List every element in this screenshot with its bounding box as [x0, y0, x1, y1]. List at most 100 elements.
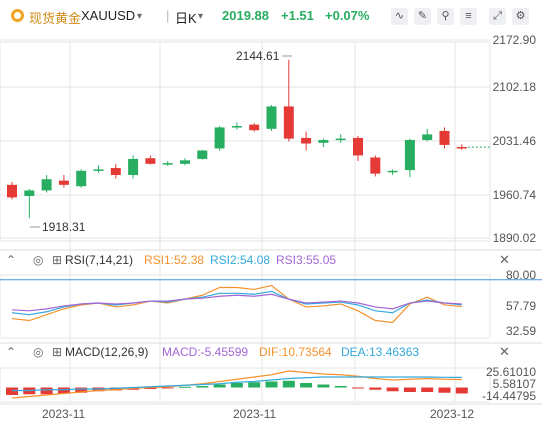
macd-bar — [455, 387, 468, 394]
rsi1-legend: RSI1:52.38 — [144, 253, 204, 267]
price-change: +1.51 — [281, 8, 314, 23]
close-macd-icon[interactable]: ✕ — [499, 344, 510, 359]
candle-body — [266, 106, 277, 129]
candle-body — [301, 137, 312, 144]
eye-icon[interactable]: ◎ — [33, 253, 43, 267]
y-tick: 2172.90 — [493, 33, 537, 47]
eye-icon[interactable]: ◎ — [33, 345, 43, 359]
candle-body — [422, 134, 433, 141]
candle-body — [197, 150, 208, 159]
candle-body — [318, 140, 329, 143]
rsi2-legend: RSI2:54.08 — [210, 253, 270, 267]
macd-bar — [248, 382, 261, 388]
interval-dropdown-icon[interactable]: ▾ — [198, 11, 204, 22]
macd-bar — [421, 387, 434, 392]
draw-icon[interactable]: ✎ — [414, 8, 431, 25]
high-annotation: 2144.61 — [236, 49, 280, 63]
candle-body — [76, 170, 87, 187]
candle-body — [214, 127, 225, 149]
macd-bar — [438, 387, 451, 393]
candle-body — [41, 179, 52, 191]
y-tick: 2102.18 — [493, 80, 537, 94]
instrument-symbol[interactable]: XAUUSD — [81, 8, 136, 23]
macd-y-tick: -14.44795 — [482, 389, 536, 403]
rsi-header: ⌃ ◎ ⊞ RSI(7,14,21) RSI1:52.38 RSI2:54.08… — [6, 252, 510, 267]
macd-bar — [317, 384, 330, 388]
dif-legend: DIF:10.73564 — [259, 345, 332, 359]
macd-bar — [230, 383, 243, 388]
dea-legend: DEA:13.46363 — [341, 345, 419, 359]
macd-bar — [369, 387, 382, 390]
macd-bar — [161, 387, 174, 389]
expand-icon[interactable]: ⤢ — [489, 8, 506, 25]
macd-bar — [213, 384, 226, 388]
macd-title: MACD(12,26,9) — [65, 345, 148, 359]
rsi-series — [0, 279, 542, 324]
rsi-line — [11, 293, 462, 312]
macd-bar — [75, 387, 88, 393]
settings-small-icon[interactable]: ⊞ — [52, 345, 62, 359]
indicator-icon[interactable]: ⚲ — [437, 8, 454, 25]
macd-bar — [196, 386, 209, 388]
toolbar-divider: | — [166, 8, 170, 23]
symbol-dropdown-icon[interactable]: ▾ — [137, 11, 143, 22]
macd-bar — [403, 387, 416, 392]
macd-bar — [300, 383, 313, 388]
chart-toolbar: 现货黄金 XAUUSD ▾ | 日K ▾ 2019.88 +1.51 +0.07… — [0, 0, 542, 32]
dea-line — [12, 376, 462, 392]
settings-icon[interactable]: ⚙ — [512, 8, 529, 25]
collapse-icon[interactable]: ⌃ — [6, 253, 16, 267]
rsi-y-tick: 57.79 — [506, 299, 536, 313]
collapse-icon[interactable]: ⌃ — [6, 345, 16, 359]
x-tick: 2023-11 — [42, 407, 85, 421]
macd-header: ⌃ ◎ ⊞ MACD(12,26,9) MACD:-5.45599 DIF:10… — [6, 344, 510, 359]
price-change-percent: +0.07% — [325, 8, 370, 23]
y-tick: 1890.02 — [493, 231, 537, 245]
line-chart-icon[interactable]: ∿ — [391, 8, 408, 25]
candlestick-series — [7, 59, 490, 219]
candle-body — [128, 158, 139, 176]
candle-body — [24, 190, 35, 197]
candle-body — [110, 168, 121, 176]
macd-bar — [179, 386, 191, 388]
candle-body — [93, 169, 104, 171]
rsi3-legend: RSI3:55.05 — [276, 253, 336, 267]
gold-coin-icon — [11, 9, 24, 22]
candle-body — [439, 130, 450, 145]
candle-body — [249, 124, 260, 131]
instrument-name[interactable]: 现货黄金 — [29, 11, 82, 26]
x-tick: 2023-12 — [430, 407, 474, 421]
last-price: 2019.88 — [222, 8, 269, 23]
macd-legend: MACD:-5.45599 — [162, 345, 248, 359]
close-rsi-icon[interactable]: ✕ — [499, 252, 510, 267]
candle-body — [335, 138, 346, 141]
macd-bar — [6, 387, 18, 395]
y-tick: 1960.74 — [493, 188, 537, 202]
macd-bar — [57, 387, 70, 394]
rsi-y-tick: 32.59 — [506, 324, 536, 338]
macd-bar — [144, 387, 157, 389]
candle-body — [162, 163, 173, 165]
price-axis: 2172.90 2102.18 2031.46 1960.74 1890.02 — [493, 33, 537, 245]
macd-bar — [282, 380, 295, 388]
candle-body — [7, 184, 17, 198]
rsi-title: RSI(7,14,21) — [65, 253, 133, 267]
candle-body — [456, 147, 467, 149]
bar-settings-icon[interactable]: ≡ — [460, 8, 477, 25]
candle-body — [370, 157, 381, 174]
candle-body — [387, 170, 398, 173]
chart-grid — [0, 39, 542, 405]
macd-bar — [334, 386, 347, 388]
candle-body — [231, 126, 242, 128]
macd-y-tick: 5.58107 — [493, 377, 537, 391]
interval-select[interactable]: 日K — [175, 11, 197, 26]
candle-body — [180, 160, 190, 164]
panel-frame — [0, 274, 491, 339]
macd-bar — [109, 387, 122, 391]
rsi-line — [11, 284, 462, 324]
settings-small-icon[interactable]: ⊞ — [52, 253, 62, 267]
macd-bar — [40, 387, 53, 395]
candle-body — [283, 106, 294, 139]
macd-series — [6, 370, 468, 399]
